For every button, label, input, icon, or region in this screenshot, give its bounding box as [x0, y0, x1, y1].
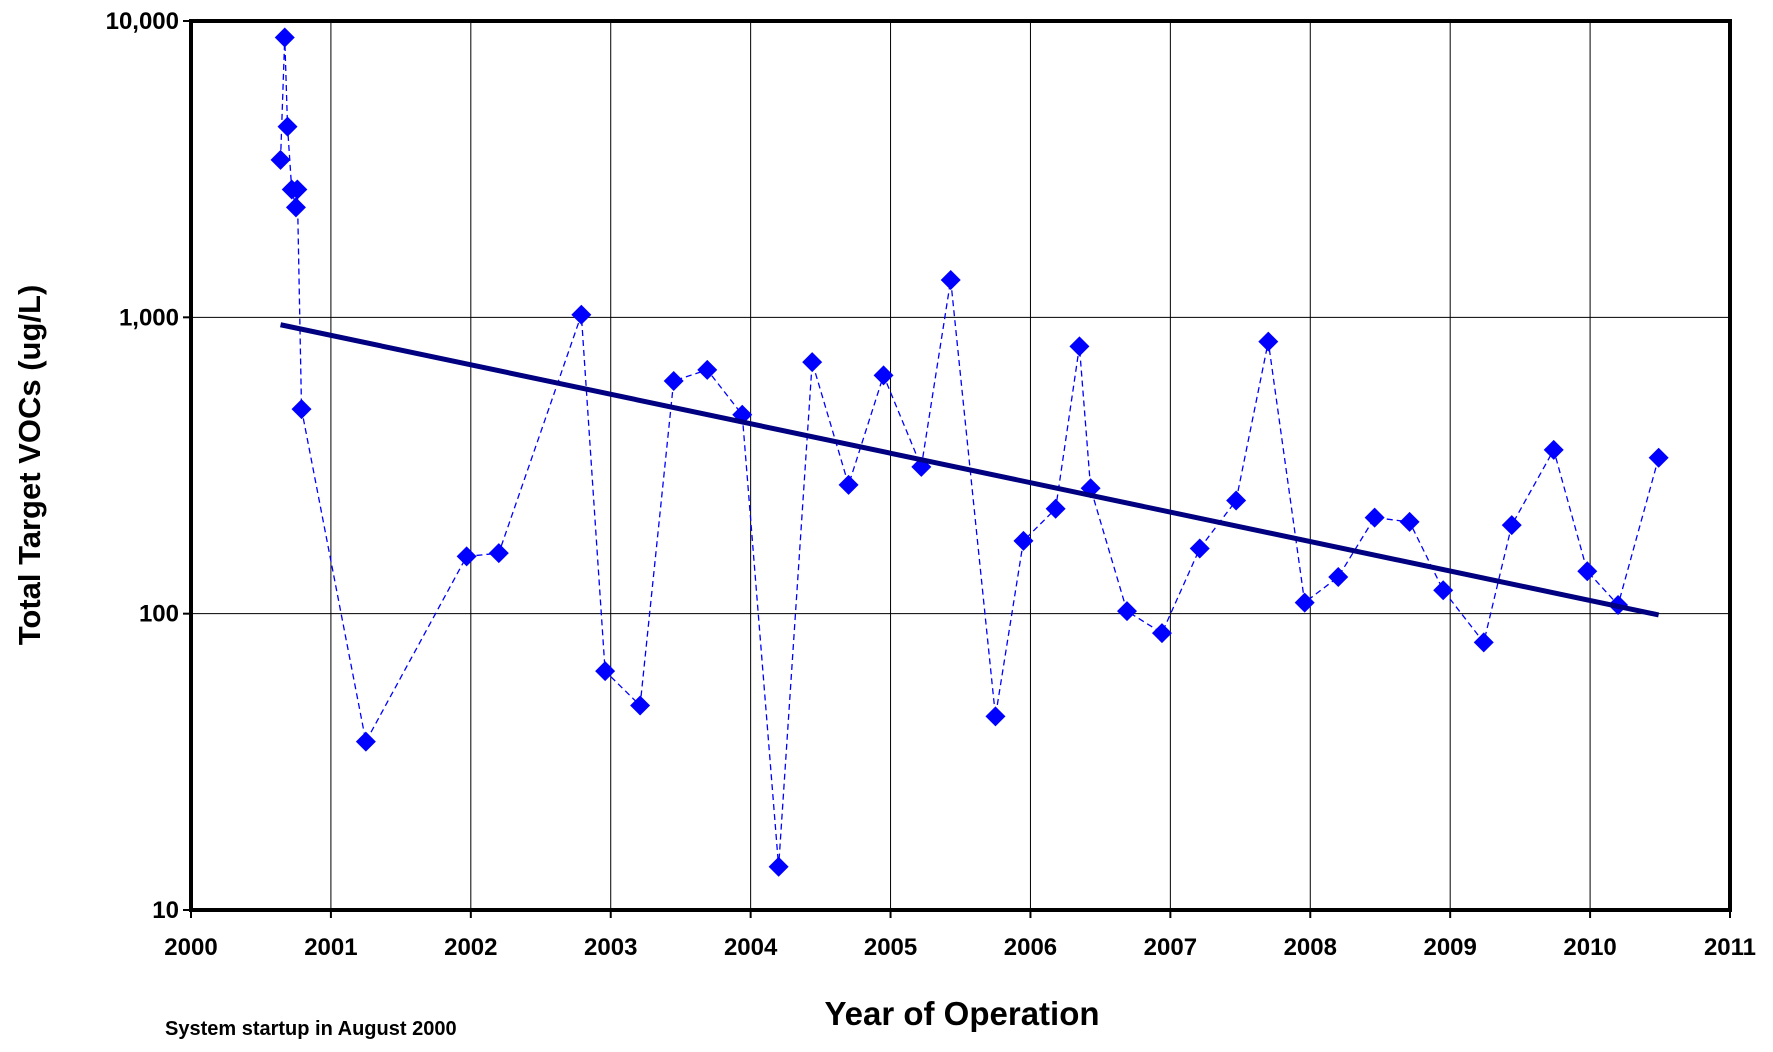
- data-point: [697, 359, 718, 380]
- data-point: [1473, 632, 1494, 653]
- data-point: [291, 399, 312, 420]
- data-point: [985, 706, 1006, 727]
- data-point: [274, 27, 295, 48]
- data-point: [355, 731, 376, 752]
- data-point: [940, 269, 961, 290]
- data-line: [279, 37, 1660, 867]
- data-point: [1433, 580, 1454, 601]
- data-point: [838, 474, 859, 495]
- data-point: [1577, 561, 1598, 582]
- data-point: [1328, 566, 1349, 587]
- data-point: [1399, 511, 1420, 532]
- x-tick-label: 2007: [1144, 934, 1197, 961]
- x-axis-title: Year of Operation: [824, 995, 1099, 1032]
- data-point: [1364, 507, 1385, 528]
- data-point: [270, 149, 291, 170]
- data-point: [1189, 538, 1210, 559]
- data-point: [663, 370, 684, 391]
- annotation: System startup in August 2000: [165, 1018, 457, 1040]
- data-point: [488, 543, 509, 564]
- data-point: [1543, 439, 1564, 460]
- x-tick-label: 2005: [864, 934, 917, 961]
- x-tick-label: 2000: [164, 934, 217, 961]
- data-point: [1151, 623, 1172, 644]
- x-tick-label: 2001: [304, 934, 357, 961]
- y-tick-label: 10: [152, 897, 179, 924]
- data-point: [1013, 530, 1034, 551]
- data-point: [277, 116, 298, 137]
- x-tick-label: 2011: [1704, 934, 1756, 961]
- data-point: [595, 661, 616, 682]
- data-point: [802, 352, 823, 373]
- x-tick-label: 2006: [1004, 934, 1057, 961]
- data-point: [1501, 515, 1522, 536]
- data-point: [1294, 592, 1315, 613]
- data-point: [1045, 498, 1066, 519]
- data-point: [1258, 331, 1279, 352]
- data-point: [571, 304, 592, 325]
- data-point: [1116, 601, 1137, 622]
- data-point: [456, 546, 477, 567]
- y-axis-title: Total Target VOCs (ug/L): [12, 285, 47, 646]
- data-point: [1226, 490, 1247, 511]
- data-point: [873, 365, 894, 386]
- y-tick-label: 10,000: [106, 8, 179, 35]
- data-point: [1069, 336, 1090, 357]
- data-point: [630, 695, 651, 716]
- plot-frame: [189, 19, 1732, 912]
- data-point: [768, 856, 789, 877]
- y-tick-label: 1,000: [119, 304, 179, 331]
- x-tick-label: 2008: [1284, 934, 1337, 961]
- data-point: [1648, 447, 1669, 468]
- data-point: [285, 197, 306, 218]
- x-tick-label: 2004: [724, 934, 778, 961]
- x-tick-label: 2009: [1423, 934, 1476, 961]
- x-tick-label: 2002: [444, 934, 497, 961]
- trend-line: [280, 322, 1660, 618]
- x-tick-label: 2010: [1563, 934, 1616, 961]
- y-tick-label: 100: [139, 601, 179, 628]
- data-point: [287, 179, 308, 200]
- x-tick-label: 2003: [584, 934, 637, 961]
